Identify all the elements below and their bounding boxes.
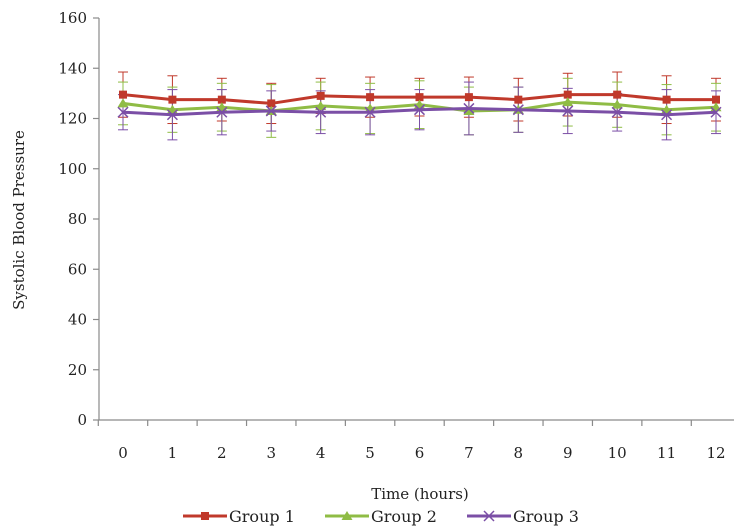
data-point — [661, 109, 673, 121]
data-point — [217, 95, 226, 104]
marker-stroke — [463, 102, 475, 114]
data-point — [514, 95, 523, 104]
data-point — [562, 97, 574, 107]
x-tick-label: 9 — [563, 444, 573, 462]
data-point — [463, 102, 475, 114]
x-tick-label: 4 — [316, 444, 326, 462]
legend-marker — [483, 510, 495, 522]
x-tick-label: 10 — [608, 444, 627, 462]
legend-item-2: Group 2 — [325, 507, 437, 526]
data-point — [364, 106, 376, 118]
marker-stroke — [483, 510, 495, 522]
data-point — [710, 106, 722, 118]
x-axis-title: Time (hours) — [371, 485, 469, 503]
data-point — [613, 90, 622, 99]
marker-stroke — [562, 105, 574, 117]
y-tick-label: 40 — [68, 311, 87, 329]
data-point — [315, 106, 327, 118]
data-point — [563, 90, 572, 99]
marker-stroke — [413, 104, 426, 116]
data-point — [512, 104, 524, 116]
data-point — [611, 99, 623, 109]
x-tick-label: 2 — [217, 444, 227, 462]
marker-stroke — [265, 105, 277, 117]
x-tick-label: 3 — [266, 444, 276, 462]
data-point — [119, 90, 127, 99]
x-tick-label: 8 — [514, 444, 524, 462]
marker-stroke — [216, 106, 228, 118]
marker-stroke — [364, 106, 376, 118]
y-tick-label: 160 — [58, 9, 87, 27]
y-tick-label: 140 — [58, 59, 87, 77]
x-tick-label: 6 — [415, 444, 425, 462]
x-tick-label: 12 — [706, 444, 725, 462]
data-point — [117, 98, 129, 108]
y-tick-label: 60 — [68, 260, 87, 278]
data-point — [712, 95, 720, 104]
series-lines — [117, 90, 722, 121]
marker-stroke — [166, 109, 178, 121]
marker-stroke — [117, 106, 129, 118]
series-3 — [117, 102, 722, 121]
data-point — [415, 93, 424, 102]
x-tick-label: 7 — [464, 444, 474, 462]
legend-label: Group 1 — [229, 507, 295, 526]
data-point — [267, 99, 276, 108]
legend-label: Group 3 — [513, 507, 579, 526]
legend-item-3: Group 3 — [467, 507, 579, 526]
marker-stroke — [710, 106, 722, 118]
x-tick-label: 11 — [657, 444, 676, 462]
legend-item-1: Group 1 — [183, 507, 295, 526]
legend-marker — [201, 512, 209, 520]
data-point — [166, 109, 178, 121]
data-point — [168, 95, 177, 104]
data-point — [265, 105, 277, 117]
marker-stroke — [661, 109, 673, 121]
y-tick-label: 0 — [77, 411, 87, 429]
data-point — [464, 93, 473, 102]
legend: Group 1 Group 2 Group 3 — [183, 507, 579, 526]
x-tick-label: 1 — [168, 444, 178, 462]
legend-label: Group 2 — [371, 507, 437, 526]
x-tick-label: 0 — [118, 444, 128, 462]
marker-stroke — [315, 106, 327, 118]
axes — [93, 17, 734, 426]
data-point — [562, 105, 574, 117]
y-tick-label: 20 — [68, 361, 87, 379]
data-point — [316, 91, 325, 100]
y-axis-title: Systolic Blood Pressure — [10, 130, 28, 310]
data-point — [611, 106, 623, 118]
legend-marker — [341, 511, 353, 520]
data-point — [413, 104, 426, 116]
data-point — [117, 106, 129, 118]
data-point — [366, 93, 375, 102]
data-point — [463, 105, 475, 115]
marker-stroke — [611, 106, 623, 118]
data-point — [216, 106, 228, 118]
data-point — [315, 100, 327, 110]
y-tick-label: 80 — [68, 210, 87, 228]
series-1 — [119, 90, 720, 108]
data-point — [662, 95, 671, 104]
x-tick-label: 5 — [365, 444, 375, 462]
y-tick-label: 120 — [58, 110, 87, 128]
marker-stroke — [512, 104, 524, 116]
y-tick-label: 100 — [58, 160, 87, 178]
